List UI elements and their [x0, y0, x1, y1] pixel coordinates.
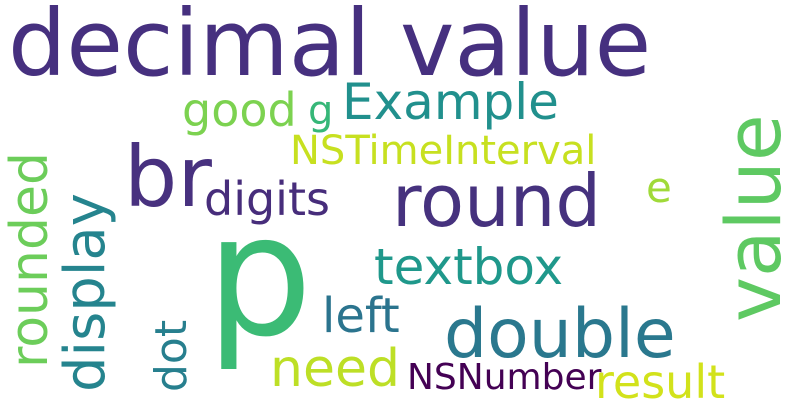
word-dot: dot: [146, 319, 197, 392]
word-round: round: [392, 159, 602, 243]
word-g: g: [308, 88, 334, 134]
word-br: br: [124, 128, 212, 226]
word-nsnumber: NSNumber: [407, 357, 602, 398]
word-digits: digits: [204, 172, 330, 226]
word-p: p: [206, 178, 313, 374]
word-value: value: [709, 114, 798, 322]
word-example: Example: [342, 73, 559, 131]
word-textbox: textbox: [374, 238, 564, 296]
word-decimal-value: decimal value: [8, 0, 652, 97]
word-display: display: [53, 193, 118, 392]
word-double: double: [444, 295, 676, 374]
word-need: need: [270, 339, 400, 399]
word-e: e: [646, 163, 672, 212]
word-good: good: [182, 83, 297, 137]
word-nstimeinterval: NSTimeInterval: [290, 128, 597, 174]
word-left: left: [322, 288, 400, 344]
word-rounded: rounded: [0, 152, 60, 368]
word-result: result: [595, 355, 726, 400]
